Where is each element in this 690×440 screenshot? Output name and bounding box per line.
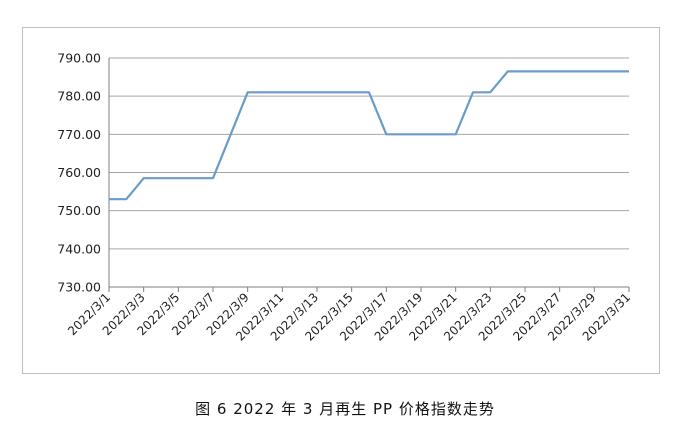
series-line	[109, 70, 629, 201]
y-tick-label: 740.00	[57, 241, 101, 256]
axes	[108, 58, 630, 292]
y-tick-label: 780.00	[57, 89, 101, 104]
y-tick-label: 750.00	[57, 203, 101, 218]
y-tick-label: 790.00	[57, 51, 101, 66]
y-tick-label: 760.00	[57, 165, 101, 180]
x-tick-labels: 2022/3/12022/3/32022/3/52022/3/72022/3/9…	[65, 290, 633, 343]
gridlines	[109, 57, 629, 250]
figure-caption: 图 6 2022 年 3 月再生 PP 价格指数走势	[195, 400, 495, 418]
y-tick-labels: 730.00 740.00 750.00 760.00 770.00 780.00 790.…	[57, 51, 101, 295]
line-chart: 730.00 740.00 750.00 760.00 770.00 780.00 790.…	[57, 51, 633, 344]
y-tick-label: 770.00	[57, 127, 101, 142]
chart-frame: 730.00 740.00 750.00 760.00 770.00 780.00 790.…	[22, 27, 660, 374]
y-tick-label: 730.00	[57, 280, 101, 295]
series-layer	[109, 70, 629, 201]
